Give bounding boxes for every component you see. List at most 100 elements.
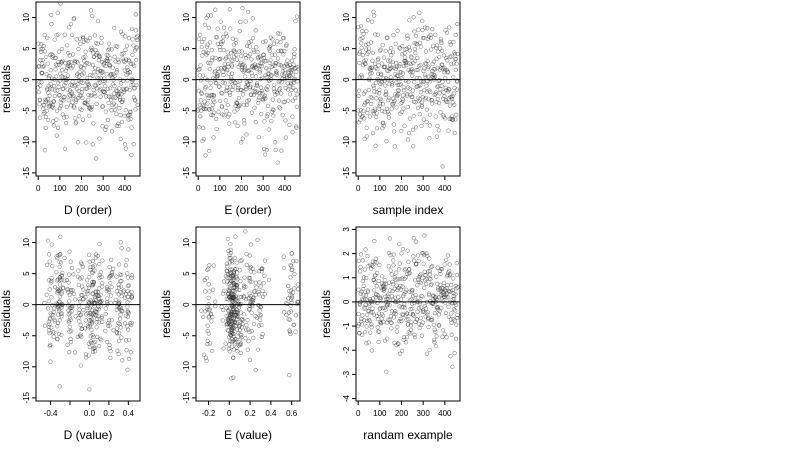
data-point bbox=[447, 87, 452, 92]
data-point bbox=[71, 93, 76, 99]
data-point bbox=[89, 340, 94, 346]
data-point bbox=[227, 121, 232, 126]
data-point bbox=[389, 65, 394, 70]
data-point bbox=[357, 302, 363, 307]
data-point bbox=[432, 327, 437, 332]
data-point bbox=[87, 345, 92, 350]
data-point bbox=[370, 310, 375, 315]
data-point bbox=[399, 128, 404, 134]
data-point bbox=[118, 112, 123, 118]
data-point bbox=[273, 147, 278, 152]
data-point bbox=[420, 320, 426, 325]
data-point bbox=[109, 47, 114, 52]
data-point bbox=[216, 73, 221, 79]
data-point bbox=[293, 88, 298, 93]
data-point bbox=[454, 322, 459, 327]
data-point bbox=[395, 341, 401, 346]
data-point bbox=[248, 242, 254, 247]
data-point bbox=[53, 67, 58, 72]
data-point bbox=[99, 40, 104, 45]
data-point bbox=[361, 31, 366, 37]
data-point bbox=[413, 58, 418, 64]
plot-frame bbox=[35, 1, 141, 177]
data-point bbox=[234, 57, 240, 62]
data-point bbox=[97, 241, 102, 246]
data-point bbox=[356, 108, 361, 113]
data-point bbox=[96, 76, 101, 81]
data-point bbox=[97, 286, 102, 291]
data-point bbox=[246, 97, 251, 103]
data-point bbox=[382, 64, 388, 69]
data-point bbox=[108, 94, 113, 99]
data-point bbox=[389, 320, 394, 325]
data-point bbox=[240, 6, 245, 11]
data-point bbox=[408, 61, 414, 67]
data-point bbox=[409, 67, 415, 72]
data-point bbox=[396, 88, 401, 93]
data-point bbox=[109, 129, 115, 134]
data-point bbox=[415, 317, 420, 322]
data-point bbox=[90, 13, 95, 19]
data-point bbox=[362, 267, 367, 272]
data-point bbox=[123, 313, 128, 318]
data-point bbox=[105, 86, 110, 91]
data-point bbox=[441, 328, 446, 333]
y-tick-label: 10 bbox=[22, 238, 31, 247]
data-point bbox=[256, 323, 261, 328]
data-point bbox=[369, 322, 374, 327]
data-point bbox=[294, 259, 299, 264]
data-point bbox=[419, 322, 424, 327]
data-point bbox=[241, 294, 247, 299]
data-point bbox=[257, 317, 262, 323]
data-point bbox=[213, 55, 218, 60]
data-point bbox=[272, 140, 278, 145]
data-point bbox=[412, 332, 417, 337]
data-point bbox=[241, 102, 246, 108]
data-point bbox=[125, 275, 130, 280]
data-point bbox=[228, 84, 233, 89]
data-point bbox=[96, 307, 101, 312]
data-point bbox=[376, 56, 381, 61]
data-point bbox=[356, 93, 361, 98]
data-point bbox=[276, 98, 282, 103]
data-point bbox=[59, 311, 64, 316]
data-point bbox=[397, 62, 403, 67]
data-point bbox=[123, 146, 129, 151]
data-point bbox=[452, 296, 457, 302]
data-point bbox=[268, 58, 273, 63]
data-point bbox=[396, 267, 402, 272]
data-point bbox=[413, 125, 419, 130]
data-point bbox=[91, 345, 97, 350]
data-point bbox=[440, 79, 445, 84]
data-point bbox=[373, 143, 378, 148]
data-point bbox=[388, 75, 393, 80]
data-point bbox=[64, 120, 69, 126]
data-point bbox=[429, 264, 434, 270]
data-point bbox=[85, 39, 90, 44]
data-point bbox=[89, 107, 94, 112]
data-point bbox=[363, 293, 369, 298]
data-point bbox=[127, 87, 132, 93]
data-point bbox=[375, 32, 380, 37]
data-point bbox=[364, 312, 370, 317]
data-point bbox=[91, 346, 96, 351]
data-point bbox=[213, 299, 218, 304]
data-point bbox=[256, 98, 261, 103]
data-point bbox=[294, 104, 299, 109]
data-point bbox=[369, 95, 374, 100]
data-point bbox=[403, 289, 408, 295]
data-point bbox=[224, 34, 230, 39]
data-point bbox=[56, 60, 61, 65]
data-point bbox=[386, 291, 391, 296]
data-point bbox=[216, 109, 221, 114]
data-point bbox=[213, 7, 218, 12]
data-point bbox=[451, 91, 456, 96]
data-point bbox=[413, 50, 418, 56]
data-point bbox=[422, 285, 427, 290]
data-point bbox=[121, 58, 126, 63]
data-point bbox=[410, 127, 416, 132]
data-point bbox=[454, 87, 459, 92]
data-point bbox=[105, 59, 110, 64]
data-point bbox=[207, 148, 212, 154]
